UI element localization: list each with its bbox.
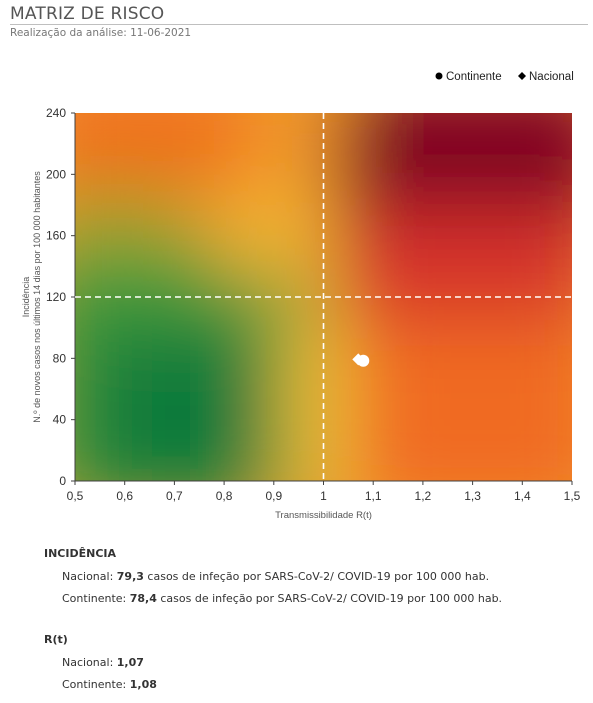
title-divider [10, 24, 588, 25]
y-tick-label: 40 [53, 413, 67, 427]
incidencia-nacional-value: 79,3 [116, 570, 144, 583]
chart-marks [352, 353, 370, 367]
chart-axes: 0,5 0,6 0,7 0,8 0,9 1 1,1 1,2 1,3 1,4 1,5 0 40 80 120 1… [46, 106, 581, 503]
rt-continente-label: Continente: [62, 678, 130, 691]
legend-nacional-marker [518, 72, 526, 80]
x-tick-label: 1,3 [464, 489, 481, 503]
risk-matrix-chart: 0,5 0,6 0,7 0,8 0,9 1 1,1 1,2 1,3 1,4 1,5 0 40 80 120 1… [21, 71, 581, 521]
rt-nacional-line: Nacional: 1,07 [62, 656, 144, 669]
rt-title: R(t) [44, 633, 68, 646]
y-tick-label: 0 [59, 474, 66, 488]
legend-continente-marker [435, 72, 443, 80]
incidencia-nacional-line: Nacional: 79,3 casos de infeção por SARS… [62, 570, 489, 583]
x-axis-title: Transmissibilidade R(t) [275, 510, 372, 521]
x-tick-label: 1,1 [365, 489, 382, 503]
x-tick-label: 0,6 [116, 489, 133, 503]
incidencia-title: INCIDÊNCIA [44, 547, 116, 560]
incidencia-section-title: INCIDÊNCIA [44, 547, 116, 560]
legend-nacional-label: Nacional [529, 71, 574, 83]
x-tick-label: 0,5 [67, 489, 84, 503]
rt-nacional-label: Nacional: [62, 656, 117, 669]
y-tick-label: 160 [46, 229, 66, 243]
rt-nacional-value: 1,07 [116, 656, 144, 669]
y-axis-title-line2: N.º de novos casos nos últimos 14 dias p… [32, 171, 42, 423]
x-tick-label: 0,7 [166, 489, 183, 503]
legend-continente-label: Continente [446, 71, 502, 83]
x-tick-label: 1,2 [415, 489, 432, 503]
x-tick-label: 1 [320, 489, 327, 503]
analysis-date: Realização da análise: 11-06-2021 [10, 27, 192, 39]
x-tick-label: 1,5 [564, 489, 581, 503]
y-axis-title-line1: Incidência [21, 277, 31, 318]
x-tick-label: 0,9 [265, 489, 282, 503]
x-tick-label: 0,8 [216, 489, 233, 503]
rt-continente-line: Continente: 1,08 [62, 678, 157, 691]
risk-gradient-background [75, 113, 572, 481]
incidencia-nacional-label: Nacional: [62, 570, 117, 583]
incidencia-continente-value: 78,4 [129, 592, 157, 605]
y-tick-label: 80 [53, 351, 67, 365]
page-title: MATRIZ DE RISCO [10, 4, 165, 24]
rt-continente-value: 1,08 [129, 678, 157, 691]
y-tick-label: 240 [46, 106, 66, 120]
rt-section-title: R(t) [44, 633, 68, 646]
incidencia-nacional-text: casos de infeção por SARS-CoV-2/ COVID-1… [143, 570, 490, 583]
y-tick-label: 200 [46, 167, 66, 181]
point-nacional [352, 353, 365, 366]
incidencia-continente-label: Continente: [62, 592, 130, 605]
incidencia-continente-text: casos de infeção por SARS-CoV-2/ COVID-1… [156, 592, 503, 605]
chart-legend: Continente Nacional [435, 71, 574, 83]
y-tick-label: 120 [46, 290, 66, 304]
x-tick-label: 1,4 [514, 489, 531, 503]
incidencia-continente-line: Continente: 78,4 casos de infeção por SA… [62, 592, 502, 605]
